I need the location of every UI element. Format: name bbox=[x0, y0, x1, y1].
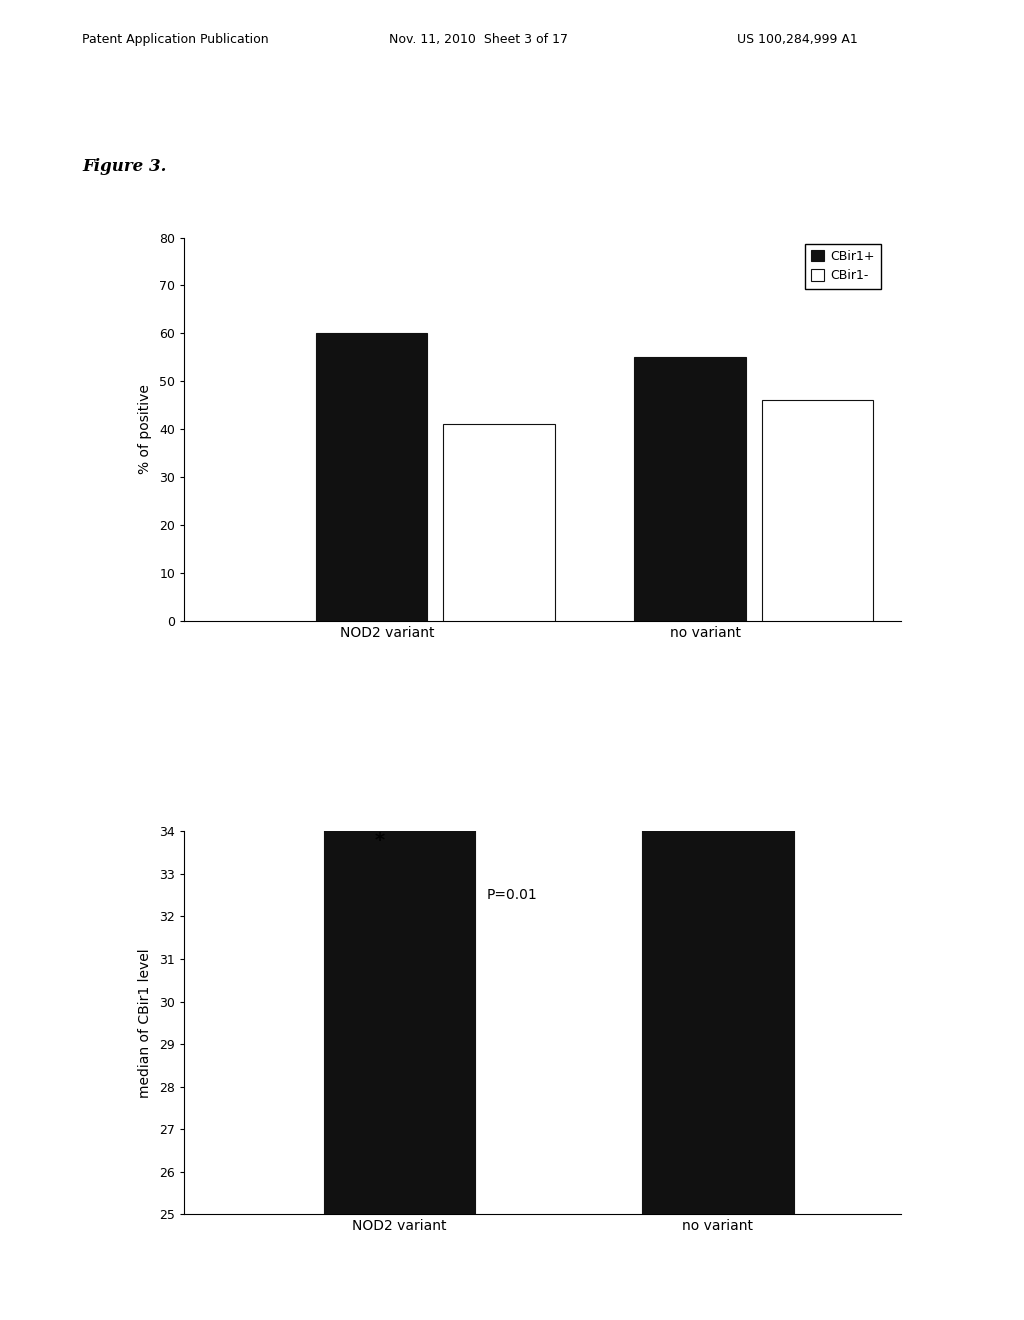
Text: US 100,284,999 A1: US 100,284,999 A1 bbox=[737, 33, 858, 46]
Y-axis label: median of CBir1 level: median of CBir1 level bbox=[138, 948, 153, 1098]
Text: Nov. 11, 2010  Sheet 3 of 17: Nov. 11, 2010 Sheet 3 of 17 bbox=[389, 33, 568, 46]
Bar bbox=[324, 0, 475, 1214]
Y-axis label: % of positive: % of positive bbox=[138, 384, 153, 474]
Text: Patent Application Publication: Patent Application Publication bbox=[82, 33, 268, 46]
Bar bbox=[634, 358, 745, 620]
Text: Figure 3.: Figure 3. bbox=[82, 158, 166, 176]
Bar bbox=[443, 424, 555, 620]
Bar bbox=[762, 400, 873, 620]
Bar bbox=[642, 1, 794, 1214]
Bar bbox=[315, 334, 427, 620]
Legend: CBir1+, CBir1-: CBir1+, CBir1- bbox=[805, 244, 881, 289]
Text: *: * bbox=[375, 832, 384, 850]
Text: P=0.01: P=0.01 bbox=[487, 888, 538, 902]
